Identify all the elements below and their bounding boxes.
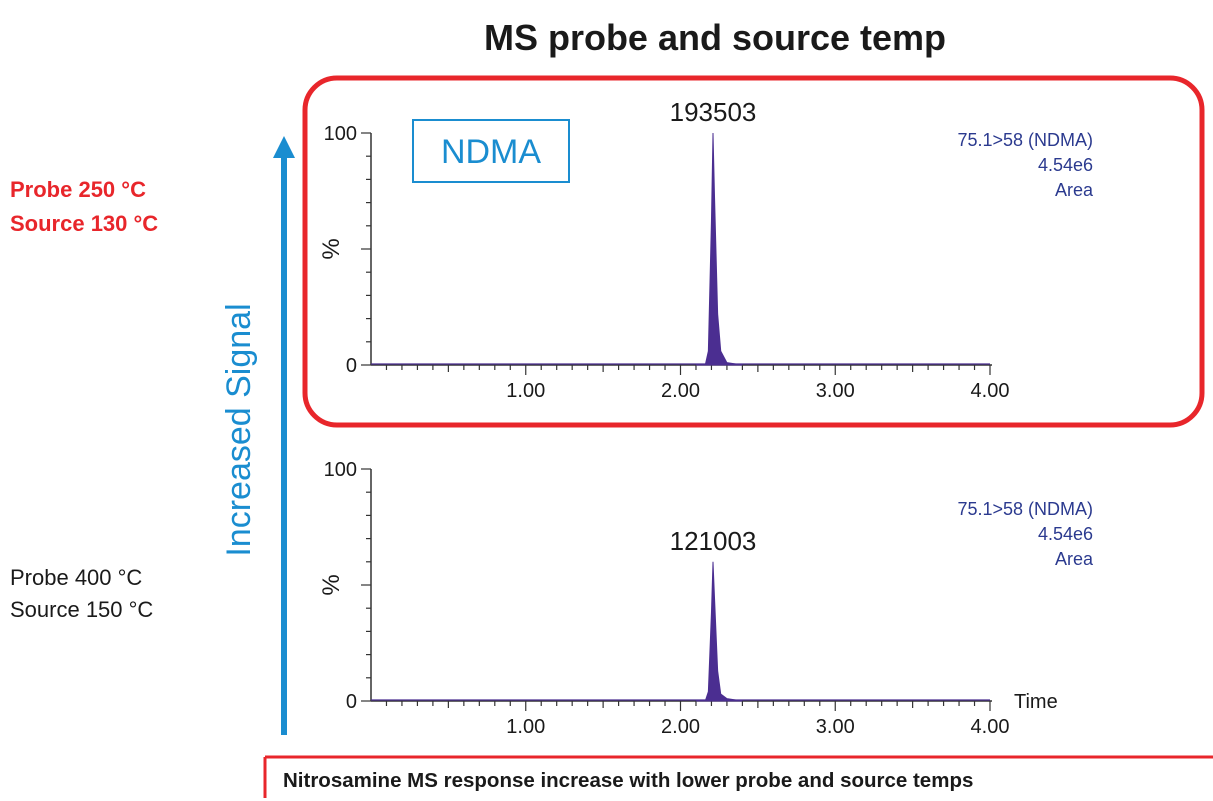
y-tick-label: 100 xyxy=(324,123,357,145)
trace-info-line: 75.1>58 (NDMA) xyxy=(957,130,1093,150)
compound-tag-box xyxy=(412,119,570,183)
x-tick-label: 2.00 xyxy=(661,380,700,402)
increased-signal-label: Increased Signal xyxy=(220,303,258,556)
chromatogram-peak xyxy=(695,561,743,702)
trace-info-line: Area xyxy=(1055,549,1094,569)
trace-info-line: Area xyxy=(1055,180,1094,200)
peak-area-label: 121003 xyxy=(670,526,757,556)
chart-panel-top: 0 100% 1.00 2.00 3.00 4.00 193503 75.1>58 (NDMA… xyxy=(318,97,1094,402)
condition-top-probe: Probe 250 °C xyxy=(10,177,146,202)
x-axis-label: Time xyxy=(1014,691,1058,713)
peak-area-label: 193503 xyxy=(670,97,757,127)
y-tick-label: 0 xyxy=(346,355,357,377)
increased-signal-arrow xyxy=(281,155,287,735)
chromatogram-peak xyxy=(695,132,743,366)
y-axis-label: % xyxy=(318,238,345,259)
x-tick-label: 4.00 xyxy=(971,380,1010,402)
condition-bottom-source: Source 150 °C xyxy=(10,597,153,622)
arrow-up-icon xyxy=(273,136,295,158)
x-tick-label: 2.00 xyxy=(661,716,700,738)
x-tick-label: 1.00 xyxy=(506,716,545,738)
y-axis-label: % xyxy=(318,574,345,595)
trace-info-line: 4.54e6 xyxy=(1038,155,1093,175)
x-tick-label: 1.00 xyxy=(506,380,545,402)
condition-top-source: Source 130 °C xyxy=(10,211,158,236)
trace-info-line: 4.54e6 xyxy=(1038,524,1093,544)
x-tick-label: 3.00 xyxy=(816,716,855,738)
y-tick-label: 100 xyxy=(324,459,357,481)
x-tick-label: 3.00 xyxy=(816,380,855,402)
compound-tag: NDMA xyxy=(441,133,541,171)
footer-caption: Nitrosamine MS response increase with lo… xyxy=(283,769,973,792)
condition-bottom-probe: Probe 400 °C xyxy=(10,565,142,590)
trace-info-line: 75.1>58 (NDMA) xyxy=(957,499,1093,519)
highlight-box xyxy=(302,75,1205,428)
figure-title: MS probe and source temp xyxy=(484,17,946,58)
x-tick-label: 4.00 xyxy=(971,716,1010,738)
y-tick-label: 0 xyxy=(346,691,357,713)
